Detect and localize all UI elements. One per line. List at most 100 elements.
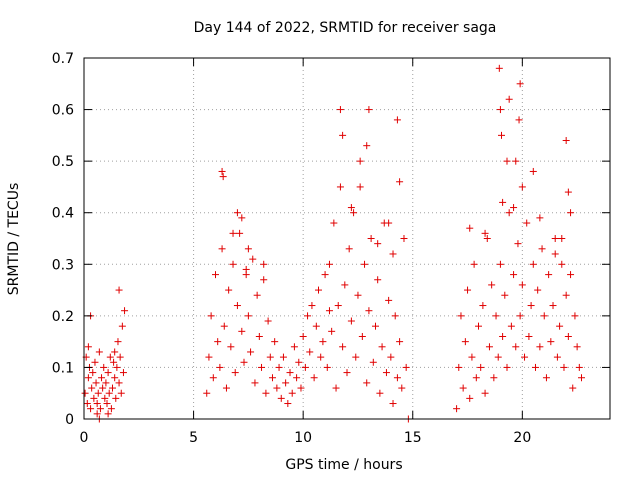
data-point [461, 338, 469, 346]
data-point [218, 245, 226, 253]
data-point [266, 353, 274, 361]
data-point [398, 384, 406, 392]
data-point [516, 80, 524, 88]
data-point [273, 384, 281, 392]
data-point [341, 281, 349, 289]
data-point [336, 106, 344, 114]
data-point [363, 142, 371, 150]
data-point [496, 260, 504, 268]
data-point [111, 374, 119, 382]
data-point [116, 353, 124, 361]
data-point [203, 389, 211, 397]
data-point [499, 198, 507, 206]
data-point [207, 312, 215, 320]
data-point [553, 353, 561, 361]
data-point [453, 405, 461, 413]
data-point [304, 312, 312, 320]
data-point [479, 302, 487, 310]
x-tick-label: 20 [513, 430, 531, 446]
data-point [275, 363, 283, 371]
data-point [367, 235, 375, 242]
data-point [321, 271, 329, 279]
data-point [356, 157, 364, 165]
data-point [96, 405, 104, 413]
data-point [369, 358, 377, 366]
data-point [531, 363, 539, 371]
data-point [464, 286, 472, 294]
data-point [286, 369, 294, 377]
data-point [499, 332, 507, 340]
data-point [81, 389, 89, 397]
data-point [455, 363, 463, 371]
data-point [512, 343, 520, 351]
data-point [209, 374, 217, 382]
y-tick-label: 0.1 [52, 360, 74, 376]
data-point [396, 178, 404, 186]
data-point [290, 343, 298, 351]
data-point [354, 291, 362, 299]
data-point [101, 394, 109, 402]
data-point [385, 219, 393, 227]
data-point [282, 379, 290, 387]
data-point [119, 369, 127, 377]
data-point [545, 271, 553, 279]
data-point [542, 374, 550, 382]
data-point [400, 235, 408, 242]
data-point [389, 400, 397, 408]
data-point [498, 131, 506, 139]
data-point [389, 250, 397, 258]
data-point [301, 363, 309, 371]
data-point [94, 389, 102, 397]
data-point [118, 322, 126, 330]
data-point [83, 400, 91, 408]
data-point [103, 400, 111, 408]
data-point [88, 384, 96, 392]
data-point [113, 363, 121, 371]
data-point [308, 302, 316, 310]
data-point [538, 245, 546, 253]
data-point [514, 240, 522, 248]
data-point [339, 343, 347, 351]
data-point [111, 348, 119, 356]
data-point [492, 312, 500, 320]
x-tick-label: 5 [189, 430, 198, 446]
data-point [271, 338, 279, 346]
data-point [310, 374, 318, 382]
data-point [540, 312, 548, 320]
data-point [334, 302, 342, 310]
data-point [312, 322, 320, 330]
data-point [503, 157, 511, 165]
data-point [102, 379, 110, 387]
data-point [393, 374, 401, 382]
y-tick-label: 0 [65, 412, 74, 428]
data-point [330, 219, 338, 227]
data-point [527, 302, 535, 310]
data-point [510, 271, 518, 279]
data-point [481, 229, 489, 237]
data-point [229, 260, 237, 268]
data-point [358, 332, 366, 340]
data-point [205, 353, 213, 361]
data-point [387, 353, 395, 361]
data-point [288, 389, 296, 397]
data-point [547, 338, 555, 346]
data-point [562, 137, 570, 145]
y-tick-label: 0.3 [52, 257, 74, 273]
data-point [393, 116, 401, 124]
data-point [466, 394, 474, 402]
data-point [93, 400, 101, 408]
data-point [571, 312, 579, 320]
data-point [536, 343, 544, 351]
data-point [529, 260, 537, 268]
data-point [284, 400, 292, 408]
data-point [501, 291, 509, 299]
data-point [323, 363, 331, 371]
data-point [299, 332, 307, 340]
data-point [560, 363, 568, 371]
data-point [475, 322, 482, 330]
data-point [567, 209, 575, 217]
data-point [100, 363, 108, 371]
data-point [212, 271, 219, 279]
data-point [352, 353, 360, 361]
data-point [95, 348, 103, 356]
